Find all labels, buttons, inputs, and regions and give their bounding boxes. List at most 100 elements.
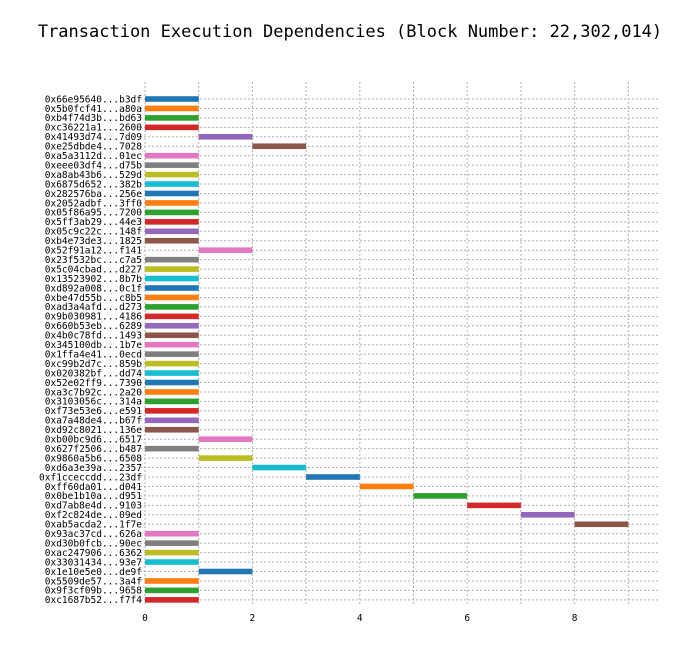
transaction-label: 0xb00bc9d6...6517 (45, 435, 142, 446)
transaction-bar (145, 115, 199, 121)
transaction-bar (145, 597, 199, 603)
x-tick-label: 8 (572, 613, 578, 624)
transaction-bar (145, 181, 199, 187)
transaction-bar (145, 237, 199, 244)
transaction-bar (252, 143, 307, 150)
transaction-bar (145, 152, 199, 159)
transaction-label: 0xb4e73de3...1825 (45, 236, 142, 247)
transaction-bar (145, 294, 199, 301)
transaction-label: 0xd6a3e39a...2357 (45, 463, 142, 474)
transaction-bar (413, 493, 468, 499)
transaction-bar (145, 389, 199, 395)
transaction-label: 0x9860a5b6...6508 (45, 453, 143, 464)
transaction-bar (145, 559, 199, 565)
transaction-label: 0x345100db...1b7e (45, 340, 143, 351)
transaction-bar (145, 266, 199, 272)
bar-layer (145, 96, 629, 603)
transaction-label: 0x0be1b10a...d951 (45, 491, 143, 502)
transaction-bar (145, 200, 199, 206)
transaction-bar (145, 540, 199, 546)
transaction-bar (145, 105, 199, 112)
transaction-bar (252, 464, 307, 471)
y-axis-labels: 0x66e95640...b3df0x5b0fcf41...a80a0xb4f7… (39, 94, 142, 606)
transaction-bar (145, 549, 199, 556)
x-tick-label: 2 (250, 613, 256, 624)
chart-title: Transaction Execution Dependencies (Bloc… (37, 22, 663, 42)
transaction-label: 0x66e95640...b3df (45, 94, 142, 105)
transaction-bar (198, 247, 253, 253)
x-tick-label: 4 (357, 613, 363, 624)
transaction-label: 0x1ffa4e41...0ecd (45, 349, 142, 360)
transaction-label: 0x41493d74...7d09 (45, 132, 143, 143)
transaction-bar (145, 360, 199, 367)
transaction-bar (145, 426, 199, 433)
transaction-bar (198, 455, 253, 461)
transaction-bar (145, 171, 199, 178)
transaction-label: 0xff60da01...d041 (45, 482, 143, 493)
transaction-bar (145, 275, 199, 282)
transaction-label: 0x660b53eb...6289 (45, 321, 143, 332)
transaction-bar (145, 398, 199, 405)
transaction-label: 0xad3a4afd...d273 (45, 302, 142, 313)
transaction-bar (145, 209, 199, 216)
transaction-bar (145, 124, 199, 131)
transaction-label: 0xd892a008...0c1f (45, 283, 142, 294)
transaction-label: 0xd7ab8e4d...9103 (45, 501, 142, 512)
transaction-bar (574, 521, 629, 528)
transaction-bar (145, 228, 199, 235)
transaction-bar (145, 587, 199, 594)
transaction-label: 0xd30b0fcb...90ec (45, 538, 142, 549)
transaction-label: 0xac247906...6362 (45, 548, 142, 559)
transaction-bar (145, 332, 199, 339)
transaction-bar (145, 96, 199, 102)
transaction-label: 0x1e10e5e0...de9f (45, 567, 142, 578)
transaction-label: 0xe25dbde4...7028 (45, 142, 143, 153)
transaction-bar (145, 578, 199, 584)
transaction-label: 0xf73e53e6...e591 (45, 406, 143, 417)
transaction-bar (520, 512, 575, 518)
transaction-bar (145, 285, 199, 291)
transaction-label: 0xab5acda2...1f7e (45, 520, 143, 531)
transaction-label: 0xa7a48de4...b67f (45, 416, 142, 427)
transaction-label: 0x5509de57...3a4f (45, 576, 142, 587)
transaction-label: 0xeee03df4...d75b (45, 160, 143, 171)
transaction-label: 0xa3c7b92c...2a20 (45, 387, 143, 398)
transaction-label: 0x9b030981...4186 (45, 312, 143, 323)
transaction-label: 0x93ac37cd...626a (45, 529, 142, 540)
transaction-label: 0x33031434...93e7 (45, 557, 142, 568)
transaction-label: 0xc36221a1...2600 (45, 123, 143, 134)
transaction-bar (145, 379, 199, 386)
transaction-label: 0x5c04cbad...d227 (45, 264, 142, 275)
transaction-label: 0x5b0fcf41...a80a (45, 104, 142, 115)
transaction-bar (198, 436, 253, 442)
transaction-label: 0xa8ab43b6...529d (45, 170, 142, 181)
transaction-bar (145, 408, 199, 414)
transaction-bar (145, 530, 199, 537)
x-tick-label: 0 (142, 613, 148, 624)
transaction-label: 0x13523902...8b7b (45, 274, 143, 285)
transaction-label: 0x627f2506...b487 (45, 444, 142, 455)
transaction-bar (145, 162, 199, 168)
transaction-label: 0xd92c8021...136e (45, 425, 143, 436)
transaction-bar (145, 190, 199, 197)
transaction-bar (145, 341, 199, 348)
transaction-bar (359, 483, 414, 490)
transaction-label: 0xf2c824de...09ed (45, 510, 142, 521)
transaction-label: 0x4b0c78fd...1493 (45, 331, 142, 342)
transaction-label: 0x2052adbf...3ff0 (45, 198, 143, 209)
transaction-bar (198, 134, 253, 140)
transaction-label: 0x5ff3ab29...44e3 (45, 217, 142, 228)
transaction-bar (198, 568, 253, 575)
transaction-bar (145, 304, 199, 310)
transaction-label: 0xa5a3112d...01ec (45, 151, 142, 162)
transaction-bar (145, 370, 199, 376)
transaction-bar (145, 219, 199, 225)
transaction-label: 0x6875d652...382b (45, 179, 143, 190)
transaction-label: 0x05f86a95...7200 (45, 208, 143, 219)
transaction-bar (145, 323, 199, 329)
transaction-bar (145, 417, 199, 424)
transaction-label: 0x23f532bc...c7a5 (45, 255, 142, 266)
transaction-label: 0x52f91a12...f141 (45, 246, 143, 257)
transaction-bar (145, 351, 199, 357)
